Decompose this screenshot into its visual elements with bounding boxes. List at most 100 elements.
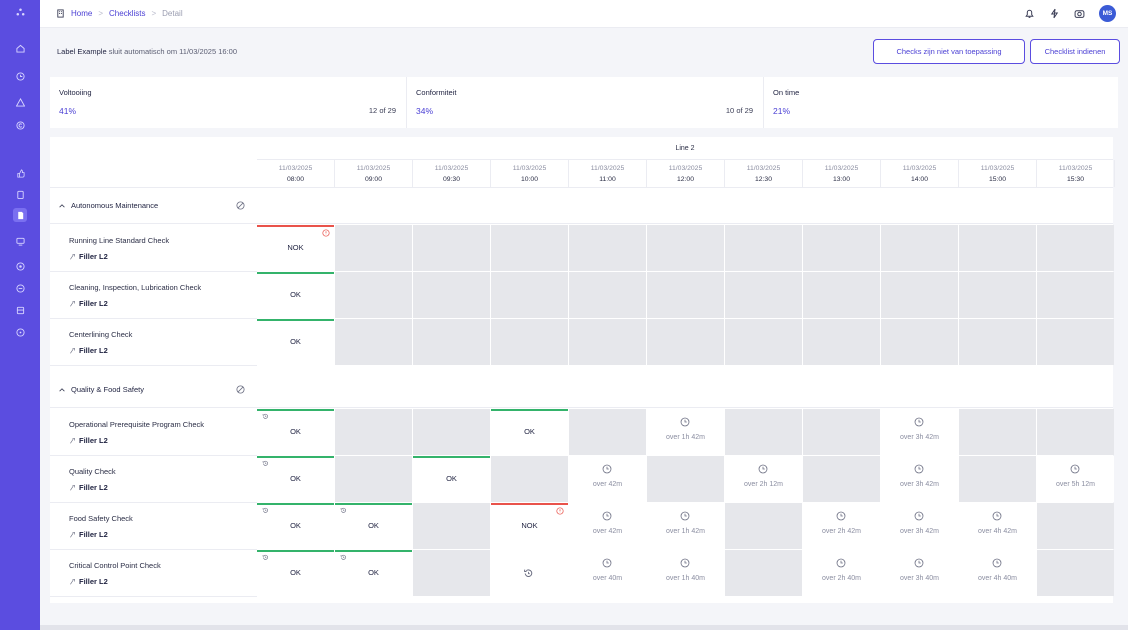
check-cell[interactable]: over 1h 42m	[647, 503, 724, 549]
avatar[interactable]: MS	[1099, 5, 1116, 22]
check-label[interactable]: Cleaning, Inspection, Lubrication Check F…	[50, 272, 257, 319]
check-cell[interactable]: over 3h 42m	[881, 503, 958, 549]
check-label[interactable]: Running Line Standard Check Filler L2	[50, 225, 257, 272]
check-cell[interactable]: over 5h 12m	[1037, 456, 1114, 502]
time-remaining: over 2h 12m	[744, 481, 783, 488]
check-cell	[803, 409, 880, 455]
breadcrumb-checklists[interactable]: Checklists	[109, 9, 146, 18]
stat-completion: Voltooiing 41% 12 of 29	[50, 77, 407, 128]
lightning-icon[interactable]	[1049, 8, 1060, 19]
help-icon[interactable]	[13, 325, 27, 339]
check-cell[interactable]: NOK	[257, 225, 334, 271]
ok-status-bar	[257, 319, 334, 321]
asset-icon	[70, 579, 75, 585]
check-cell[interactable]: OK	[335, 503, 412, 549]
box-icon[interactable]	[13, 303, 27, 317]
check-label[interactable]: Centerlining Check Filler L2	[50, 319, 257, 366]
check-row: Running Line Standard Check Filler L2 NOK	[50, 225, 1114, 272]
check-cell[interactable]: over 3h 42m	[881, 456, 958, 502]
camera-icon[interactable]	[1074, 8, 1085, 19]
check-cell[interactable]	[491, 550, 568, 596]
submit-checklist-button[interactable]: Checklist indienen	[1030, 39, 1120, 64]
settings-icon[interactable]	[13, 259, 27, 273]
ok-label: OK	[290, 337, 301, 346]
section-header[interactable]: Quality & Food Safety	[50, 372, 1113, 408]
check-cell[interactable]: NOK	[491, 503, 568, 549]
check-cell[interactable]: OK	[257, 272, 334, 318]
bell-icon[interactable]	[1024, 8, 1035, 19]
check-cell[interactable]: over 2h 42m	[803, 503, 880, 549]
stat-value: 41%	[59, 106, 77, 116]
check-cell	[803, 272, 880, 318]
check-cell[interactable]: OK	[491, 409, 568, 455]
slot-date: 11/03/2025	[434, 165, 469, 172]
check-cell	[413, 503, 490, 549]
check-cell	[803, 319, 880, 365]
breadcrumb-detail: Detail	[162, 9, 183, 18]
slot-date: 11/03/2025	[824, 165, 859, 172]
clock-icon[interactable]	[13, 69, 27, 83]
check-cell[interactable]: over 2h 12m	[725, 456, 802, 502]
line-header: Line 2	[257, 137, 1113, 160]
ok-label: OK	[290, 521, 301, 530]
app-logo-icon[interactable]	[13, 5, 27, 19]
check-cell	[725, 225, 802, 271]
copyright-icon[interactable]	[13, 118, 27, 132]
home-icon[interactable]	[13, 41, 27, 55]
check-cell	[725, 550, 802, 596]
slot-time: 11:00	[599, 176, 616, 183]
breadcrumb-home[interactable]: Home	[71, 9, 93, 18]
slot-date: 11/03/2025	[512, 165, 547, 172]
check-cell[interactable]: OK	[257, 503, 334, 549]
check-cell[interactable]: over 2h 40m	[803, 550, 880, 596]
thumbs-icon[interactable]	[13, 166, 27, 180]
check-cell[interactable]: over 3h 42m	[881, 409, 958, 455]
clock-icon	[914, 558, 924, 568]
check-cell[interactable]: over 42m	[569, 503, 646, 549]
check-cell[interactable]: over 4h 42m	[959, 503, 1036, 549]
stat-label: Conformiteit	[416, 88, 457, 97]
not-applicable-button[interactable]: Checks zijn niet van toepassing	[873, 39, 1025, 64]
check-cell[interactable]: over 1h 42m	[647, 409, 724, 455]
check-cell[interactable]: OK	[257, 456, 334, 502]
check-label[interactable]: Critical Control Point Check Filler L2	[50, 550, 257, 597]
check-cell[interactable]: over 40m	[569, 550, 646, 596]
check-label[interactable]: Food Safety Check Filler L2	[50, 503, 257, 550]
check-cell[interactable]: OK	[257, 550, 334, 596]
section-header[interactable]: Autonomous Maintenance	[50, 188, 1113, 224]
check-cell[interactable]: over 42m	[569, 456, 646, 502]
check-cell	[413, 319, 490, 365]
not-applicable-icon[interactable]	[236, 201, 245, 210]
stat-label: Voltooiing	[59, 88, 92, 97]
ok-status-bar	[413, 456, 490, 458]
check-cell[interactable]: OK	[335, 550, 412, 596]
check-cell[interactable]: OK	[257, 319, 334, 365]
check-label[interactable]: Quality Check Filler L2	[50, 456, 257, 503]
checklist-icon[interactable]	[13, 208, 27, 222]
monitor-icon[interactable]	[13, 234, 27, 248]
horizontal-scrollbar[interactable]	[40, 625, 1128, 630]
slot-date: 11/03/2025	[356, 165, 391, 172]
clipboard-icon[interactable]	[13, 187, 27, 201]
clock-icon	[602, 558, 612, 568]
check-cell[interactable]: over 1h 40m	[647, 550, 724, 596]
ok-status-bar	[335, 550, 412, 552]
check-cell	[335, 272, 412, 318]
not-applicable-icon[interactable]	[236, 385, 245, 394]
check-cell[interactable]: OK	[257, 409, 334, 455]
check-cell[interactable]: OK	[413, 456, 490, 502]
check-name: Centerlining Check	[69, 330, 133, 339]
check-cell[interactable]: over 4h 40m	[959, 550, 1036, 596]
ok-status-bar	[335, 503, 412, 505]
stat-label: On time	[773, 88, 800, 97]
slot-date: 11/03/2025	[1058, 165, 1093, 172]
asset-label: Filler L2	[69, 436, 108, 445]
history-icon	[340, 554, 346, 560]
check-cell[interactable]: over 3h 40m	[881, 550, 958, 596]
wrench-icon[interactable]	[13, 281, 27, 295]
alert-icon[interactable]	[13, 95, 27, 109]
check-label[interactable]: Operational Prerequisite Program Check Fi…	[50, 409, 257, 456]
breadcrumb: Home > Checklists > Detail	[56, 9, 183, 18]
time-remaining: over 2h 40m	[822, 575, 861, 582]
check-cell	[413, 550, 490, 596]
